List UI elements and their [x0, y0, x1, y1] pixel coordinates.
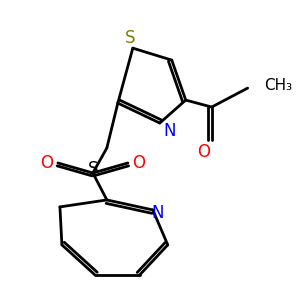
Text: S: S — [124, 29, 135, 47]
Text: CH₃: CH₃ — [265, 78, 293, 93]
Text: S: S — [88, 160, 98, 178]
Text: O: O — [132, 154, 145, 172]
Text: N: N — [152, 204, 164, 222]
Text: O: O — [197, 143, 210, 161]
Text: O: O — [40, 154, 53, 172]
Text: N: N — [164, 122, 176, 140]
